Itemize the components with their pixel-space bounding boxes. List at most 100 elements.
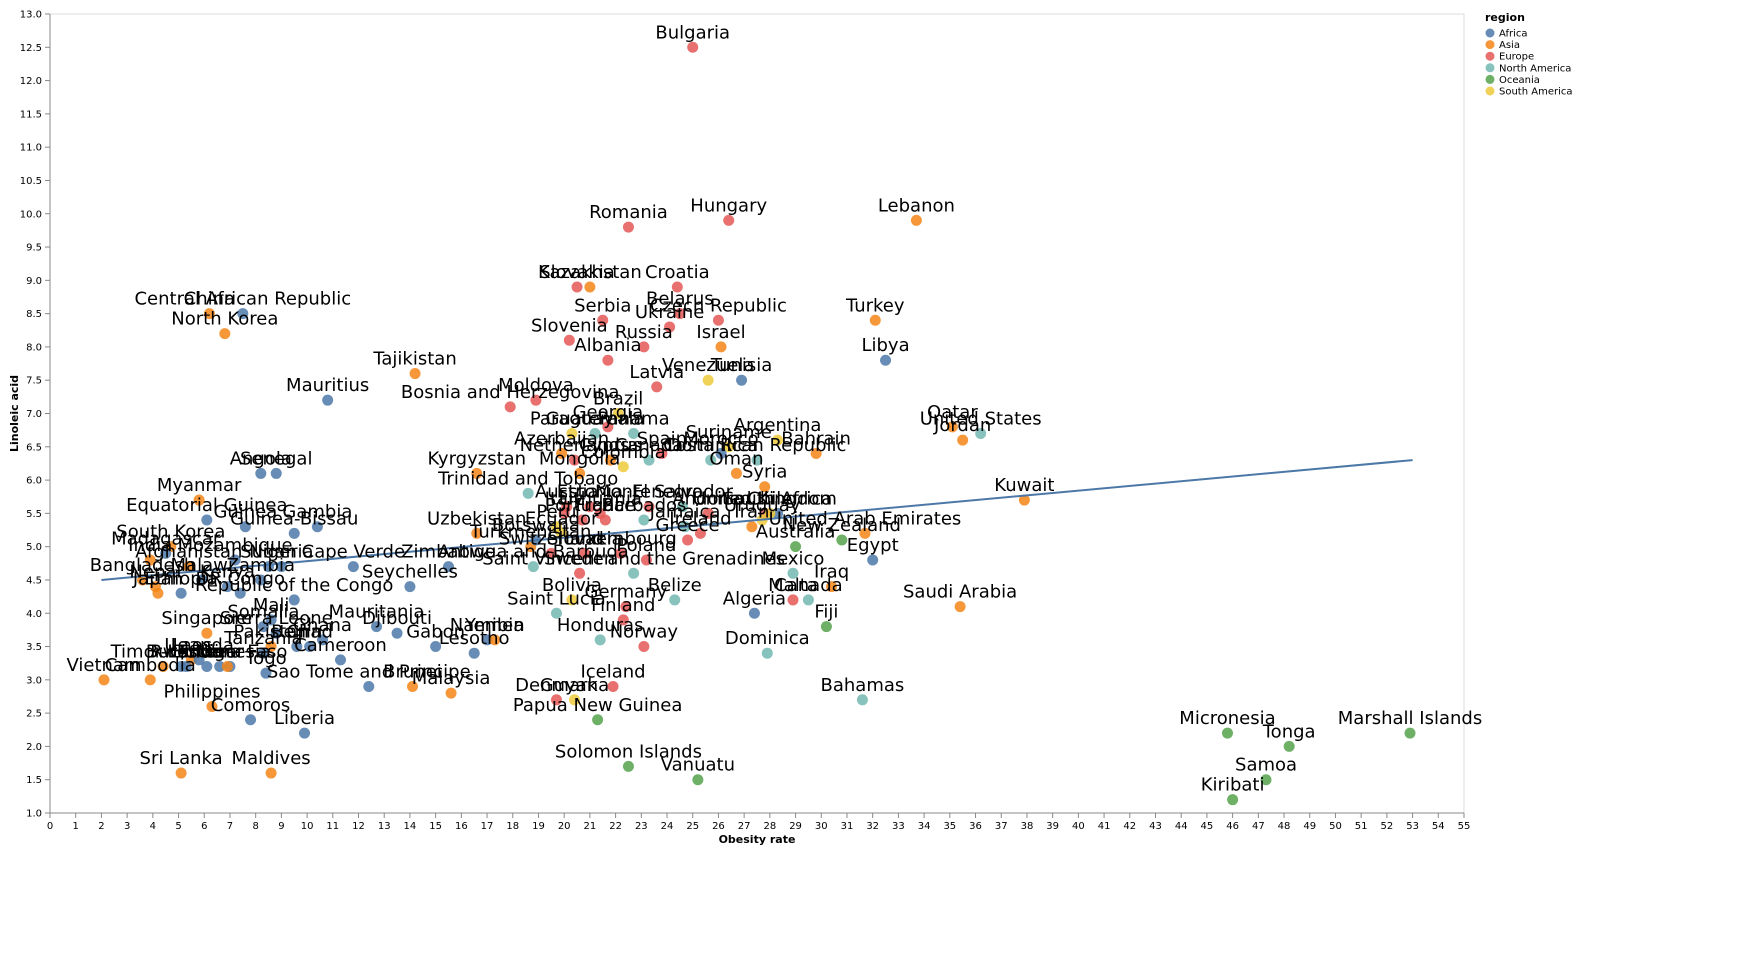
data-point <box>802 594 814 606</box>
data-point <box>206 700 218 712</box>
data-point-label: DR Congo <box>195 568 285 589</box>
data-point-label: Cape Verde <box>302 542 405 563</box>
data-point-label: Costa Rica <box>663 435 758 456</box>
legend-label: Asia <box>1499 40 1520 51</box>
data-point <box>201 627 213 639</box>
data-point <box>234 587 246 599</box>
data-point <box>257 647 269 659</box>
y-tick-label: 3.0 <box>26 675 42 686</box>
data-point <box>257 621 269 633</box>
data-point <box>599 514 611 526</box>
data-point <box>772 434 784 446</box>
data-point-label: Netherlands <box>520 435 630 456</box>
data-point <box>638 341 650 353</box>
data-point <box>527 561 539 573</box>
data-point <box>787 567 799 579</box>
data-point-label: Albania <box>574 335 641 356</box>
data-point-label: Switzerland <box>499 528 604 549</box>
x-tick-label: 54 <box>1432 821 1445 832</box>
data-point-label: Guinea <box>213 502 277 523</box>
x-tick-label: 8 <box>252 821 258 832</box>
data-point-label: Belize <box>648 575 702 596</box>
x-tick-label: 32 <box>866 821 879 832</box>
data-point <box>856 694 868 706</box>
data-point <box>671 281 683 293</box>
data-point <box>442 561 454 573</box>
data-point <box>751 454 763 466</box>
data-point <box>196 574 208 586</box>
data-point-label: Qatar <box>927 402 978 423</box>
legend-swatch <box>1485 51 1495 61</box>
x-tick-label: 40 <box>1072 821 1085 832</box>
data-point-label: Moldova <box>498 375 574 396</box>
data-point <box>764 507 776 519</box>
data-point <box>810 447 822 459</box>
data-point <box>522 487 534 499</box>
data-point <box>656 447 668 459</box>
data-point-label: Sri Lanka <box>140 748 223 769</box>
data-point <box>836 534 848 546</box>
data-point-label: China <box>184 289 235 310</box>
data-point <box>640 554 652 566</box>
data-point <box>702 374 714 386</box>
data-point-label: Tanzania <box>223 628 302 649</box>
data-point-label: Czech Republic <box>650 295 787 316</box>
y-tick-label: 2.0 <box>26 742 42 753</box>
x-tick-label: 43 <box>1149 821 1162 832</box>
data-point-label: Montenegro <box>595 482 703 503</box>
data-point-label: France <box>575 495 635 516</box>
data-point <box>317 634 329 646</box>
data-point <box>617 614 629 626</box>
data-point-label: Ukraine <box>635 302 705 323</box>
data-point-label: Hungary <box>690 195 767 216</box>
data-point <box>335 654 347 666</box>
data-point-label: Serbia <box>574 295 631 316</box>
data-point <box>571 281 583 293</box>
y-tick-label: 1.5 <box>26 775 42 786</box>
data-point <box>589 427 601 439</box>
data-point-label: United Kingdom <box>692 488 836 509</box>
data-point <box>705 454 717 466</box>
legend-swatch <box>1485 40 1495 50</box>
data-point <box>1227 794 1239 806</box>
data-point-label: Poland <box>616 535 676 556</box>
x-tick-label: 24 <box>661 821 674 832</box>
data-point-label: Slovakia <box>547 528 623 549</box>
data-point-label: Micronesia <box>1179 708 1275 729</box>
x-tick-label: 29 <box>789 821 802 832</box>
data-point-label: Samoa <box>1235 755 1297 776</box>
data-point <box>607 680 619 692</box>
data-point-label: Cambodia <box>105 655 196 676</box>
data-point-label: Tonga <box>1262 721 1316 742</box>
legend-swatch <box>1485 63 1495 73</box>
data-point <box>787 594 799 606</box>
y-tick-label: 11.5 <box>20 109 42 120</box>
data-point <box>201 661 213 673</box>
data-point <box>430 641 442 653</box>
data-point <box>175 587 187 599</box>
data-point <box>203 308 215 320</box>
data-point-label: Brazil <box>593 389 643 410</box>
data-point-label: Dominican Republic <box>668 435 847 456</box>
x-tick-label: 23 <box>635 821 648 832</box>
data-point-label: New Zealand <box>783 515 901 536</box>
data-point <box>584 501 596 513</box>
data-point <box>566 594 578 606</box>
data-point <box>674 308 686 320</box>
data-point-label: Fiji <box>814 602 838 623</box>
data-point-label: Bosnia and Herzegovina <box>401 382 620 403</box>
data-point <box>558 507 570 519</box>
x-tick-label: 44 <box>1175 821 1188 832</box>
data-point <box>723 441 735 453</box>
data-point-label: Honduras <box>557 615 644 636</box>
data-point <box>620 601 632 613</box>
data-point <box>715 447 727 459</box>
data-point-label: Guatemala <box>545 408 644 429</box>
data-point <box>221 661 233 673</box>
x-tick-label: 53 <box>1406 821 1419 832</box>
y-tick-label: 6.0 <box>26 476 42 487</box>
y-tick-label: 1.0 <box>26 809 42 820</box>
y-tick-label: 12.0 <box>20 76 42 87</box>
data-point-label: South Korea <box>116 522 225 543</box>
data-point-label: Greece <box>656 515 720 536</box>
